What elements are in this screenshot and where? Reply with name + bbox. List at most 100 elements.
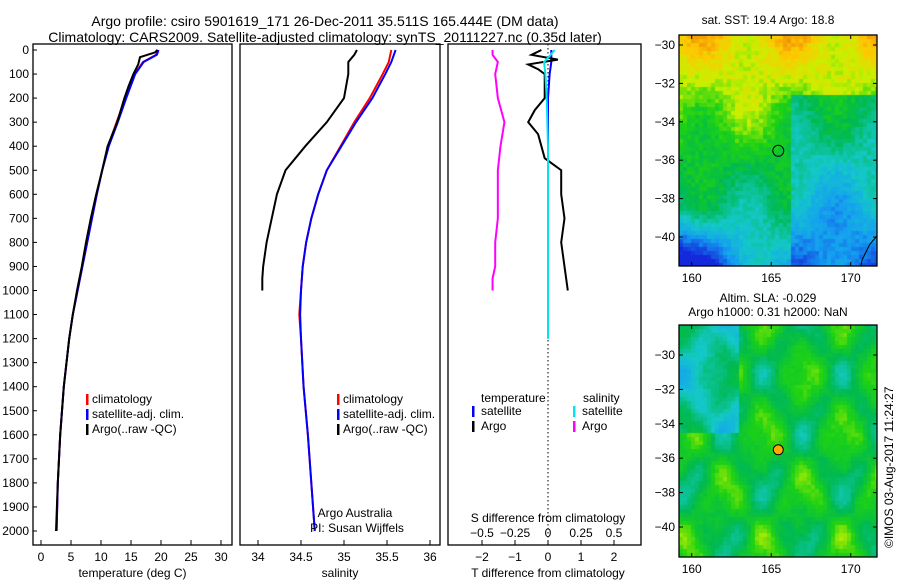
legend-label: Argo(..raw -QC) — [92, 422, 177, 436]
annotation-text: PI: Susan Wijffels — [310, 521, 404, 535]
x-tick-label: 15 — [124, 550, 138, 564]
depth-tick-label: 1200 — [2, 332, 29, 346]
lon-tick-label: 170 — [841, 562, 861, 576]
credit-text: ©IMOS 03-Aug-2017 11:24:27 — [882, 386, 896, 548]
legend-label: Argo — [481, 419, 507, 433]
legend-swatch — [86, 409, 89, 420]
legend-label: Argo(..raw -QC) — [343, 422, 428, 436]
depth-tick-label: 1500 — [2, 404, 29, 418]
difference-plot-frame — [447, 43, 642, 546]
legend-label: satellite-adj. clim. — [343, 407, 435, 421]
x-tick-label: 25 — [184, 550, 198, 564]
lon-tick-label: 165 — [761, 271, 781, 285]
temperature-plot-frame — [32, 43, 233, 546]
argo-profile-line — [55, 49, 159, 532]
depth-tick-label: 500 — [9, 163, 29, 177]
sla-map-frame — [678, 324, 878, 558]
lon-tick-label: 165 — [761, 562, 781, 576]
argo-location-marker — [772, 144, 785, 157]
sst-map-title: sat. SST: 19.4 Argo: 18.8 — [702, 13, 835, 27]
s-argo-line — [491, 50, 506, 291]
s-satellite-line — [542, 49, 556, 339]
x2-tick-label: 0 — [545, 526, 552, 540]
lat-tick-label: −32 — [655, 382, 676, 396]
argo-profile-line — [261, 49, 358, 291]
figure-title-line2: Climatology: CARS2009. Satellite-adjuste… — [48, 29, 602, 45]
sla-map-subtitle: Argo h1000: 0.31 h2000: NaN — [688, 305, 847, 319]
sla-map-image — [679, 325, 877, 557]
x-tick-label: 10 — [94, 550, 108, 564]
legend-label: satellite — [481, 404, 522, 418]
legend-label: Argo — [582, 419, 608, 433]
x-tick-label: −2 — [475, 550, 489, 564]
argo-location-marker — [772, 444, 784, 456]
depth-tick-label: 800 — [9, 235, 29, 249]
depth-tick-label: 900 — [9, 259, 29, 273]
depth-tick-label: 300 — [9, 115, 29, 129]
legend-swatch — [472, 421, 475, 432]
legend-label: climatology — [343, 392, 403, 406]
legend-swatch — [337, 424, 340, 435]
x-tick-label: 20 — [154, 550, 168, 564]
depth-tick-label: 1000 — [2, 284, 29, 298]
depth-tick-label: 700 — [9, 211, 29, 225]
x-tick-label: 0 — [38, 550, 45, 564]
x2-tick-label: 0.5 — [606, 526, 623, 540]
x-tick-label: 1 — [578, 550, 585, 564]
climatology-profile-line — [55, 49, 159, 532]
legend-swatch — [472, 406, 475, 417]
lat-tick-label: −30 — [655, 348, 676, 362]
depth-tick-label: 1700 — [2, 452, 29, 466]
x2-tick-label: 0.25 — [569, 526, 593, 540]
salinity-plot-frame — [239, 43, 441, 546]
x-tick-label: 30 — [214, 550, 228, 564]
lon-tick-label: 170 — [841, 271, 861, 285]
figure-title-line1: Argo profile: csiro 5901619_171 26-Dec-2… — [91, 13, 559, 29]
depth-tick-label: 400 — [9, 139, 29, 153]
sst-map-frame — [678, 34, 878, 267]
depth-tick-label: 1400 — [2, 380, 29, 394]
lat-tick-label: −38 — [655, 486, 676, 500]
x-axis-label: temperature (deg C) — [78, 566, 186, 580]
lat-tick-label: −40 — [655, 230, 676, 244]
legend-title: salinity — [583, 391, 620, 405]
x-tick-label: 36 — [423, 550, 437, 564]
x-tick-label: 34.5 — [289, 550, 313, 564]
lat-tick-label: −36 — [655, 451, 676, 465]
depth-tick-label: 1900 — [2, 500, 29, 514]
lat-tick-label: −38 — [655, 192, 676, 206]
legend-swatch — [337, 409, 340, 420]
x-tick-label: −1 — [508, 550, 522, 564]
legend-swatch — [86, 394, 89, 405]
lat-tick-label: −34 — [655, 417, 676, 431]
depth-tick-label: 0 — [22, 43, 29, 57]
lat-tick-label: −36 — [655, 153, 676, 167]
legend-label: satellite-adj. clim. — [92, 407, 184, 421]
x-tick-label: 34 — [251, 550, 265, 564]
lat-tick-label: −30 — [655, 38, 676, 52]
depth-tick-label: 600 — [9, 187, 29, 201]
sla-map-title: Altim. SLA: -0.029 — [720, 291, 817, 305]
x2-tick-label: −0.25 — [500, 526, 531, 540]
depth-tick-label: 1800 — [2, 476, 29, 490]
depth-tick-label: 100 — [9, 67, 29, 81]
legend-swatch — [573, 421, 576, 432]
x-tick-label: 0 — [545, 550, 552, 564]
lat-tick-label: −34 — [655, 115, 676, 129]
coastline — [860, 235, 878, 267]
t-argo-line — [524, 49, 569, 291]
x-axis-label: salinity — [322, 566, 359, 580]
legend-swatch — [337, 394, 340, 405]
satellite-profile-line — [55, 49, 160, 532]
x-tick-label: 35.5 — [375, 550, 399, 564]
legend-title: temperature — [481, 391, 546, 405]
x2-tick-label: −0.5 — [470, 526, 494, 540]
x-tick-label: 35 — [337, 550, 351, 564]
lat-tick-label: −32 — [655, 76, 676, 90]
lat-tick-label: −40 — [655, 520, 676, 534]
depth-tick-label: 200 — [9, 91, 29, 105]
x2-axis-label: S difference from climatology — [471, 511, 626, 525]
satellite-profile-line — [299, 49, 397, 532]
sst-map-image — [679, 35, 877, 266]
